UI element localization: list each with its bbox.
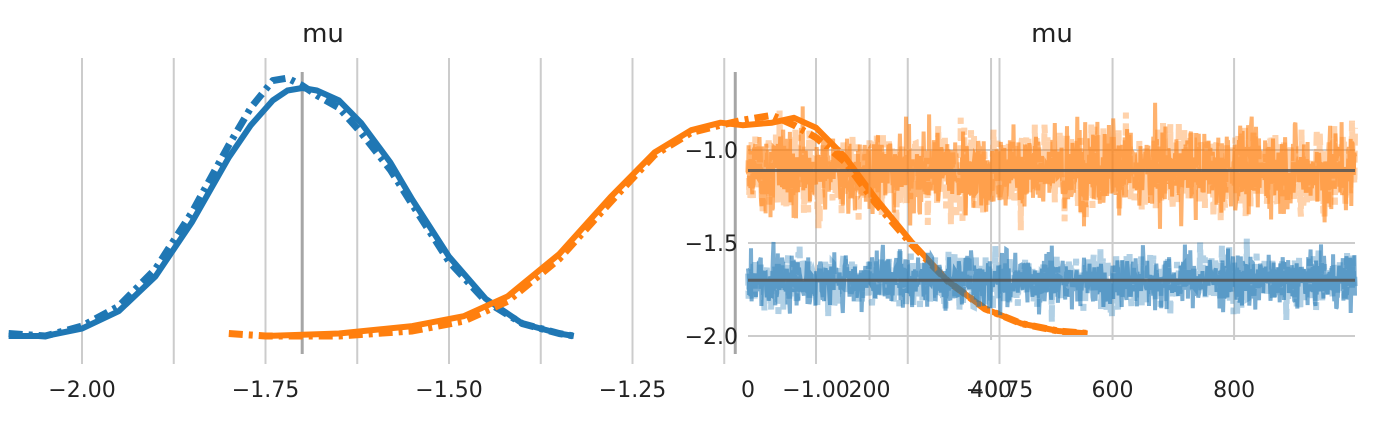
density-curve [8, 85, 575, 339]
trace-y-tick-label: −1.0 [685, 139, 738, 164]
trace-x-tick-label: 400 [970, 378, 1012, 403]
trace-chain-dashed [745, 238, 1358, 322]
trace-chain-solid [746, 241, 1357, 316]
trace-x-tick-label: 600 [1092, 378, 1134, 403]
density-x-ticks: −2.00 −1.75 −1.50 −1.25 −1.00 −0.75 [48, 378, 1033, 403]
density-x-tick-label: −1.50 [415, 378, 482, 403]
trace-panel: 0 200 400 600 800 −1.0 −1.5 −2.0 mu [685, 19, 1358, 403]
density-reference-lines [300, 72, 737, 354]
trace-y-ticks: −1.0 −1.5 −2.0 [685, 139, 738, 350]
density-gridlines [81, 58, 1001, 364]
density-x-tick-label: −1.25 [599, 378, 666, 403]
trace-chain-dashed [745, 110, 1358, 231]
trace-x-tick-label: 0 [741, 378, 755, 403]
trace-title: mu [1031, 19, 1073, 49]
density-x-tick-label: −2.00 [48, 378, 115, 403]
density-x-tick-label: −1.00 [782, 378, 849, 403]
density-x-tick-label: −1.75 [232, 378, 299, 403]
trace-x-ticks: 0 200 400 600 800 [741, 378, 1255, 403]
density-curve [265, 114, 1088, 339]
density-x-tick-label: −0.75 [966, 378, 1033, 403]
density-title: mu [302, 19, 344, 49]
trace-y-tick-label: −2.0 [685, 325, 738, 350]
trace-mean-lines [748, 168, 1355, 282]
density-curve [8, 74, 575, 340]
trace-series [745, 102, 1358, 322]
trace-x-tick-label: 200 [849, 378, 891, 403]
trace-x-tick-label: 800 [1213, 378, 1255, 403]
trace-chain-solid [746, 102, 1357, 229]
trace-y-tick-label: −1.5 [685, 232, 738, 257]
